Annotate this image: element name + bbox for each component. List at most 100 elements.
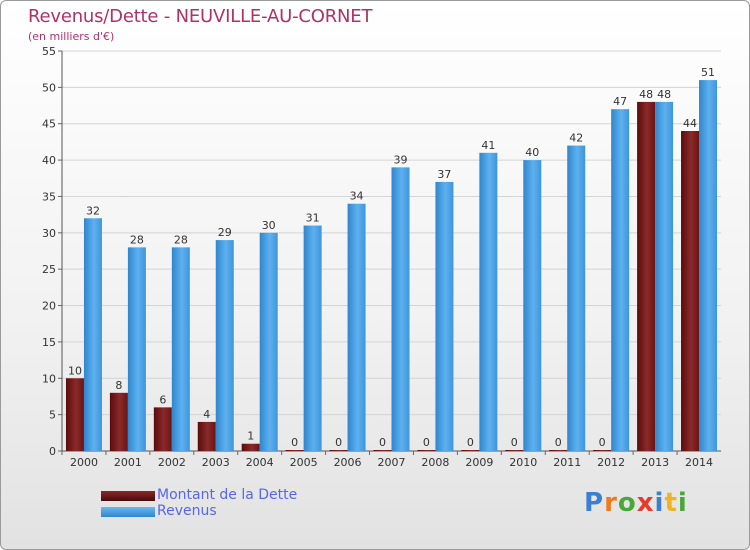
revenue-value-label-2013: 48 [657, 88, 671, 101]
y-tick-label-10: 10 [42, 372, 56, 385]
revenue-value-label-2003: 29 [218, 226, 232, 239]
y-tick-label-25: 25 [42, 263, 56, 276]
legend-label-debt: Montant de la Dette [157, 487, 298, 503]
revenue-bar-2005 [303, 225, 322, 451]
x-tick-label-2012: 2012 [597, 456, 625, 469]
x-tick-label-2004: 2004 [246, 456, 274, 469]
debt-bar-2002 [153, 407, 172, 451]
logo-letter: x [636, 488, 655, 518]
legend-label-revenue: Revenus [157, 503, 217, 519]
x-tick-label-2011: 2011 [553, 456, 581, 469]
y-tick-label-5: 5 [49, 409, 56, 422]
debt-value-label-2003: 4 [203, 408, 210, 421]
debt-value-label-2008: 0 [423, 436, 430, 449]
chart-subtitle: (en milliers d'€) [28, 30, 115, 43]
x-tick-label-2008: 2008 [421, 456, 449, 469]
legend-swatch-debt [101, 491, 155, 501]
revenue-value-label-2011: 42 [569, 132, 583, 145]
debt-bar-2006 [329, 450, 348, 451]
y-tick-label-0: 0 [49, 445, 56, 458]
y-tick-label-40: 40 [42, 154, 56, 167]
debt-value-label-2012: 0 [599, 436, 606, 449]
y-tick-label-20: 20 [42, 300, 56, 313]
debt-value-label-2007: 0 [379, 436, 386, 449]
revenue-value-label-2000: 32 [86, 204, 100, 217]
revenue-value-label-2001: 28 [130, 233, 144, 246]
revenue-bar-2014 [699, 80, 718, 451]
x-tick-label-2007: 2007 [378, 456, 406, 469]
debt-value-label-2011: 0 [555, 436, 562, 449]
debt-value-label-2001: 8 [115, 379, 122, 392]
legend-swatch-revenue [101, 507, 155, 517]
revenue-value-label-2005: 31 [306, 212, 320, 225]
debt-bar-2012 [593, 450, 612, 451]
revenue-bar-2007 [391, 167, 410, 451]
revenue-value-label-2012: 47 [613, 95, 627, 108]
debt-bar-2013 [637, 101, 656, 451]
revenue-bar-2012 [611, 109, 630, 451]
x-tick-label-2003: 2003 [202, 456, 230, 469]
x-tick-label-2002: 2002 [158, 456, 186, 469]
debt-value-label-2000: 10 [68, 364, 82, 377]
revenue-value-label-2014: 51 [701, 66, 715, 79]
x-tick-label-2006: 2006 [334, 456, 362, 469]
revenue-value-label-2004: 30 [262, 219, 276, 232]
revenue-value-label-2007: 39 [394, 153, 408, 166]
x-tick-label-2009: 2009 [465, 456, 493, 469]
debt-value-label-2004: 1 [247, 430, 254, 443]
chart-title: Revenus/Dette - NEUVILLE-AU-CORNET [28, 6, 373, 27]
logo-letter: r [604, 488, 618, 518]
revenue-bar-2002 [171, 247, 190, 451]
logo-letter: P [584, 488, 605, 518]
revenue-value-label-2006: 34 [350, 190, 364, 203]
x-tick-label-2010: 2010 [509, 456, 537, 469]
revenue-bar-2003 [215, 240, 234, 451]
debt-bar-2011 [549, 450, 568, 451]
debt-bar-2003 [197, 421, 216, 451]
revenue-bar-2000 [83, 218, 102, 451]
debt-bar-2001 [109, 392, 128, 451]
revenue-bar-2009 [479, 152, 498, 451]
debt-value-label-2009: 0 [467, 436, 474, 449]
debt-bar-2009 [461, 450, 480, 451]
proxiti-logo: Proxiti [584, 488, 688, 518]
x-tick-label-2013: 2013 [641, 456, 669, 469]
y-tick-label-15: 15 [42, 336, 56, 349]
x-tick-label-2001: 2001 [114, 456, 142, 469]
y-tick-label-45: 45 [42, 118, 56, 131]
y-tick-label-30: 30 [42, 227, 56, 240]
debt-value-label-2005: 0 [291, 436, 298, 449]
debt-value-label-2010: 0 [511, 436, 518, 449]
debt-bar-2014 [681, 131, 700, 451]
revenue-bar-2011 [567, 145, 586, 451]
revenue-bar-2008 [435, 181, 454, 451]
debt-bar-2008 [417, 450, 436, 451]
x-tick-label-2000: 2000 [70, 456, 98, 469]
y-tick-label-35: 35 [42, 190, 56, 203]
debt-bar-2000 [65, 378, 84, 451]
debt-bar-2005 [285, 450, 304, 451]
debt-value-label-2002: 6 [159, 393, 166, 406]
debt-bar-2007 [373, 450, 392, 451]
debt-value-label-2006: 0 [335, 436, 342, 449]
revenue-bar-2013 [655, 101, 674, 451]
revenue-bar-2004 [259, 232, 278, 451]
y-tick-label-50: 50 [42, 81, 56, 94]
revenue-bar-2010 [523, 160, 542, 451]
logo-letter: o [617, 488, 637, 518]
revenue-bar-2001 [127, 247, 146, 451]
debt-bar-2004 [241, 443, 260, 451]
revenue-value-label-2008: 37 [437, 168, 451, 181]
revenue-value-label-2002: 28 [174, 233, 188, 246]
debt-value-label-2014: 44 [683, 117, 697, 130]
revenue-value-label-2010: 40 [525, 146, 539, 159]
debt-bar-2010 [505, 450, 524, 451]
revenue-value-label-2009: 41 [481, 139, 495, 152]
logo-letter: i [654, 488, 665, 518]
y-tick-label-55: 55 [42, 45, 56, 58]
x-tick-label-2014: 2014 [685, 456, 713, 469]
logo-letter: t [664, 488, 678, 518]
x-tick-label-2005: 2005 [290, 456, 318, 469]
